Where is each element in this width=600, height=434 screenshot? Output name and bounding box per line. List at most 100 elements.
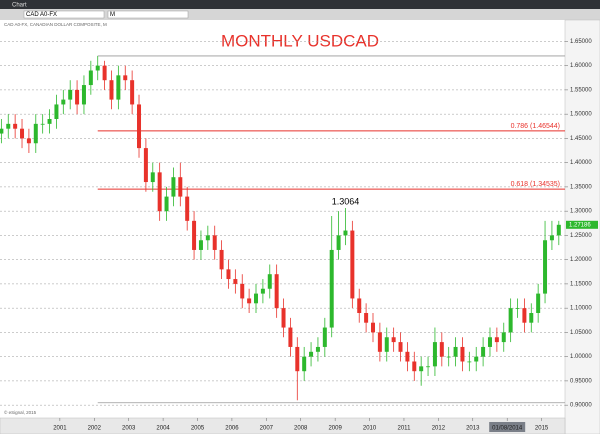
candle-body bbox=[281, 308, 286, 328]
candle-body bbox=[357, 298, 362, 313]
candle-body bbox=[137, 104, 142, 149]
candle-body bbox=[391, 337, 396, 343]
interval-box[interactable] bbox=[107, 10, 189, 19]
candle-body bbox=[446, 356, 451, 358]
candle-body bbox=[192, 220, 197, 250]
last-price-box bbox=[566, 220, 598, 229]
candle-body bbox=[460, 346, 465, 362]
time-axis bbox=[0, 417, 566, 434]
y-tick-label: 1.10000 bbox=[570, 306, 592, 312]
candle-body bbox=[95, 65, 100, 71]
x-tick-label: 2001 bbox=[53, 426, 67, 432]
candle-body bbox=[364, 313, 369, 323]
x-tick-label: 2008 bbox=[294, 426, 308, 432]
fib-label: 0.786 (1.46544) bbox=[511, 123, 560, 130]
toolbar bbox=[0, 9, 600, 20]
candle-body bbox=[13, 123, 18, 129]
candle-body bbox=[453, 346, 458, 357]
candle-body bbox=[212, 235, 217, 250]
candle-body bbox=[515, 308, 520, 309]
x-cursor-box bbox=[489, 422, 526, 432]
candle-body bbox=[322, 327, 327, 347]
candle-body bbox=[529, 313, 534, 323]
candle-body bbox=[143, 148, 148, 183]
candle-body bbox=[336, 235, 341, 250]
candle-body bbox=[295, 346, 300, 372]
last-price: 1.27186 bbox=[569, 222, 591, 228]
candle-body bbox=[109, 80, 114, 100]
x-tick-label: 2004 bbox=[156, 426, 170, 432]
candle-body bbox=[377, 332, 382, 352]
info-line: CAD A0-FX, CANADIAN DOLLAR COMPOSITE, M bbox=[4, 22, 107, 27]
y-tick-label: 1.30000 bbox=[570, 209, 592, 215]
x-tick-label: 01/08/2014 bbox=[492, 426, 523, 432]
candle-body bbox=[102, 65, 107, 81]
y-tick-label: 1.55000 bbox=[570, 87, 592, 93]
candle-body bbox=[481, 346, 486, 357]
candle-body bbox=[247, 298, 252, 304]
candle-body bbox=[233, 279, 238, 284]
candle-body bbox=[384, 337, 389, 352]
y-tick-label: 1.40000 bbox=[570, 160, 592, 166]
candle-body bbox=[343, 230, 348, 236]
candle-body bbox=[0, 128, 4, 134]
candle-body bbox=[309, 351, 314, 357]
candle-body bbox=[487, 337, 492, 347]
candle-body bbox=[20, 128, 25, 139]
x-tick-label: 2009 bbox=[328, 426, 342, 432]
candle-body bbox=[116, 75, 121, 100]
candle-body bbox=[350, 230, 355, 299]
candle-body bbox=[205, 235, 210, 241]
candle-body bbox=[474, 356, 479, 362]
candle-body bbox=[426, 366, 431, 368]
candle-body bbox=[68, 89, 73, 100]
y-tick-label: 1.35000 bbox=[570, 184, 592, 190]
y-tick-label: 1.50000 bbox=[570, 112, 592, 118]
candle-body bbox=[185, 196, 190, 221]
y-tick-label: 1.25000 bbox=[570, 233, 592, 239]
interval: M bbox=[110, 12, 115, 18]
candle-body bbox=[254, 293, 259, 304]
footer: © eSignal, 2015 bbox=[4, 409, 37, 415]
x-tick-label: 2012 bbox=[432, 426, 446, 432]
candle-body bbox=[412, 361, 417, 372]
candle-body bbox=[315, 346, 320, 352]
candle-body bbox=[47, 119, 52, 124]
symbol-box[interactable] bbox=[23, 10, 105, 19]
candle-body bbox=[164, 196, 169, 212]
candle-body bbox=[432, 342, 437, 367]
candle-body bbox=[494, 337, 499, 343]
y-tick-label: 1.15000 bbox=[570, 281, 592, 287]
symbol: CAD A0-FX bbox=[26, 12, 57, 18]
y-tick-label: 1.20000 bbox=[570, 257, 592, 263]
y-tick-label: 1.60000 bbox=[570, 63, 592, 69]
candle-body bbox=[419, 366, 424, 372]
candle-body bbox=[26, 138, 31, 144]
x-tick-label: 2011 bbox=[398, 426, 412, 432]
candle-body bbox=[226, 269, 231, 280]
window-title: Chart bbox=[12, 3, 27, 9]
candle-body bbox=[522, 308, 527, 323]
title-bar bbox=[0, 0, 600, 9]
y-tick-label: 1.00000 bbox=[570, 354, 592, 360]
candle-body bbox=[288, 327, 293, 347]
x-tick-label: 2003 bbox=[122, 426, 136, 432]
candle-body bbox=[543, 240, 548, 294]
candle-body bbox=[6, 123, 11, 129]
candle-body bbox=[61, 99, 66, 105]
candle-body bbox=[130, 80, 135, 105]
candle-body bbox=[405, 351, 410, 362]
candle-body bbox=[556, 224, 561, 236]
candle-body bbox=[75, 89, 80, 105]
candle-body bbox=[508, 308, 513, 333]
candle-body bbox=[260, 288, 265, 294]
candle-body bbox=[88, 70, 93, 86]
peak-annotation: 1.3064 bbox=[332, 196, 360, 206]
x-tick-label: 2006 bbox=[225, 426, 239, 432]
y-tick-label: 1.05000 bbox=[570, 330, 592, 336]
candle-body bbox=[81, 85, 86, 105]
candle-body bbox=[549, 235, 554, 241]
candle-body bbox=[467, 361, 472, 363]
candle-body bbox=[157, 172, 162, 212]
x-tick-label: 2013 bbox=[466, 426, 480, 432]
